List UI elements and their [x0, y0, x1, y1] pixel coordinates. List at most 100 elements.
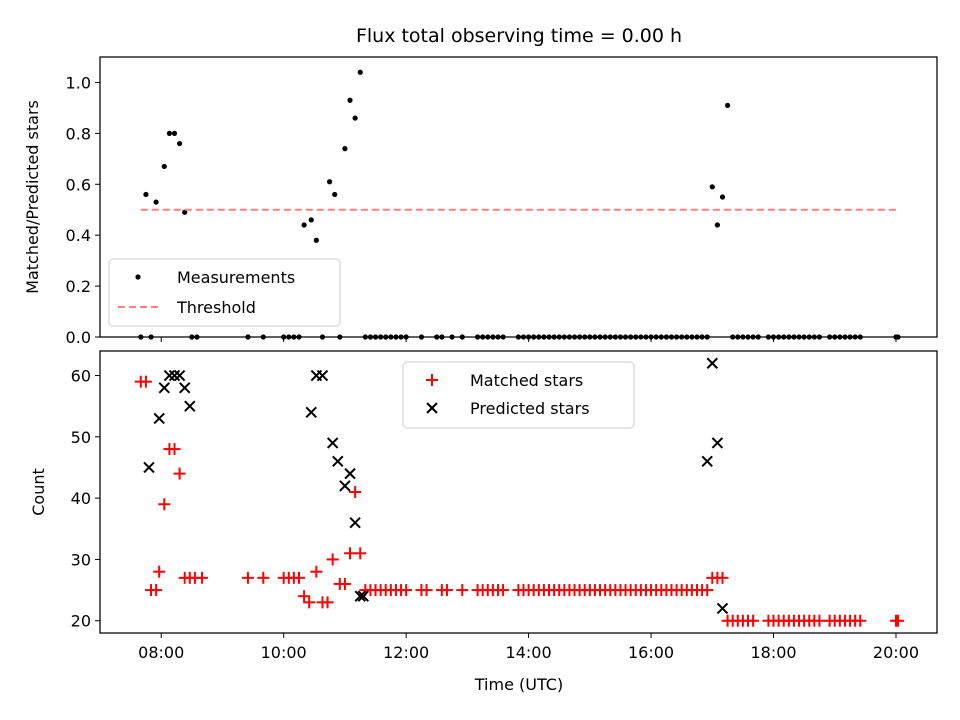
matched-stars-point [456, 584, 469, 597]
matched-stars-point [153, 565, 166, 578]
y-tick-label: 0.8 [66, 124, 91, 143]
legend-matched-label: Matched stars [470, 371, 583, 390]
x-tick-label: 12:00 [383, 643, 429, 662]
measurement-point [786, 334, 792, 340]
measurement-point [418, 334, 425, 340]
measurement-point [577, 334, 583, 340]
measurement-point [837, 334, 843, 340]
measurement-point [617, 334, 624, 340]
measurement-point [633, 334, 639, 340]
predicted-stars-point [143, 461, 155, 474]
measurement-point [393, 334, 399, 340]
matched-stars-point [400, 584, 413, 597]
matched-stars-point [310, 565, 323, 578]
measurement-point [153, 199, 159, 205]
matched-stars-point [158, 498, 171, 511]
predicted-stars-point [716, 602, 729, 615]
measurement-point [735, 334, 741, 340]
measurement-point [724, 102, 731, 108]
measurement-point [260, 334, 266, 340]
matched-stars-point [497, 584, 510, 597]
measurement-point [143, 191, 149, 198]
matched-stars-point [440, 584, 453, 597]
measurement-point [398, 334, 404, 340]
measurement-point [301, 222, 307, 228]
measurement-point [679, 334, 685, 340]
measurement-point [541, 334, 547, 340]
measurement-point [194, 334, 200, 340]
matched-stars-point [344, 547, 357, 560]
top-legend-box [108, 258, 341, 327]
measurement-point [332, 191, 338, 198]
measurement-point [776, 334, 782, 340]
measurement-point [480, 334, 486, 340]
measurement-point [770, 334, 777, 340]
measurement-point [638, 334, 644, 340]
measurement-point [796, 334, 802, 340]
matched-stars-point [241, 571, 254, 584]
measurement-point [852, 334, 858, 340]
matched-stars-point [338, 577, 351, 590]
measurement-point [648, 334, 654, 340]
predicted-stars-point [354, 590, 366, 602]
measurement-point [811, 334, 817, 340]
measurement-point [367, 334, 374, 340]
measurement-point [449, 334, 455, 340]
measurement-point [291, 334, 297, 340]
matched-stars-point [196, 571, 209, 584]
bottom-y-axis-label: Count [29, 468, 48, 516]
measurement-point [551, 334, 557, 340]
measurement-point [895, 334, 901, 340]
x-tick-label: 16:00 [628, 643, 674, 662]
measurement-point [372, 334, 379, 340]
measurement-point [694, 334, 700, 340]
measurement-point [643, 334, 649, 340]
measurement-point [612, 334, 618, 340]
bottom-panel: 08:00 10:00 12:00 14:00 16:00 18:00 20:00 20 30… [29, 350, 938, 694]
top-data-marks [138, 69, 901, 340]
measurement-point [628, 334, 634, 340]
measurement-point [166, 130, 172, 136]
measurement-point [182, 209, 188, 215]
measurement-point [138, 334, 144, 340]
measurement-point [495, 334, 501, 340]
legend-measurements-marker [135, 274, 141, 280]
measurement-point [308, 217, 314, 223]
measurement-point [597, 334, 603, 340]
measurement-point [730, 334, 736, 340]
measurement-point [286, 334, 292, 340]
measurement-point [592, 334, 598, 340]
chart-title: Flux total observing time = 0.00 h [356, 25, 682, 47]
y-tick-label: 0.4 [66, 226, 91, 245]
measurement-point [176, 140, 183, 147]
bottom-x-ticks: 08:00 10:00 12:00 14:00 16:00 18:00 20:00 [138, 633, 919, 662]
measurement-point [362, 334, 368, 340]
predicted-stars-point [349, 516, 361, 529]
predicted-stars-point [163, 369, 176, 382]
y-tick-label: 60 [71, 367, 91, 386]
measurement-point [439, 334, 445, 340]
measurement-point [148, 334, 154, 340]
y-tick-label: 0.2 [66, 277, 91, 296]
measurement-point [607, 334, 613, 340]
measurement-point [582, 334, 588, 340]
measurement-point [485, 334, 491, 340]
measurement-point [663, 334, 669, 340]
measurement-point [378, 334, 384, 340]
measurement-point [520, 334, 527, 340]
measurement-point [847, 334, 853, 340]
measurement-point [352, 115, 358, 121]
measurement-point [434, 334, 440, 340]
matched-stars-point [303, 596, 316, 609]
y-tick-label: 1.0 [66, 73, 91, 92]
predicted-stars-point [332, 455, 344, 468]
matched-stars-point [292, 571, 305, 584]
matched-stars-point [854, 614, 867, 627]
y-tick-label: 0.6 [66, 175, 91, 194]
y-tick-label: 40 [71, 489, 91, 508]
measurement-point [658, 334, 664, 340]
measurement-point [709, 184, 715, 190]
bottom-legend: Matched stars Predicted stars [402, 361, 635, 429]
top-y-axis-label: Matched/Predicted stars [23, 100, 42, 294]
measurement-point [474, 334, 481, 340]
